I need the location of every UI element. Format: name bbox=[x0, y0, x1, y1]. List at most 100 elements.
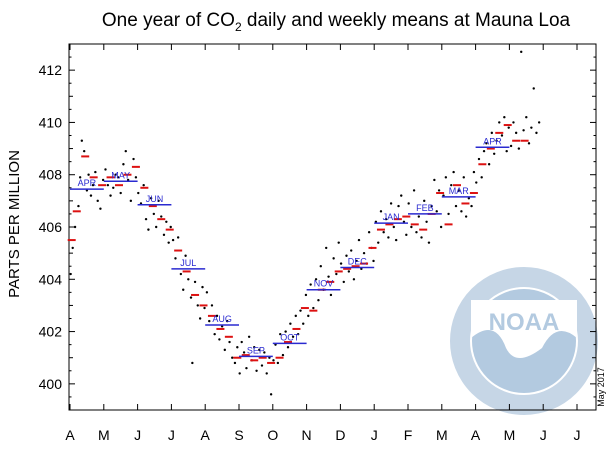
daily-point bbox=[492, 152, 496, 155]
daily-point bbox=[286, 346, 290, 349]
daily-point bbox=[104, 168, 107, 171]
daily-point bbox=[124, 149, 127, 153]
daily-point bbox=[184, 254, 187, 257]
daily-point bbox=[114, 173, 117, 176]
daily-point bbox=[525, 116, 528, 119]
daily-point bbox=[276, 361, 280, 365]
daily-point bbox=[294, 314, 297, 318]
daily-point bbox=[520, 50, 523, 54]
daily-point bbox=[372, 259, 375, 263]
daily-point bbox=[137, 191, 140, 195]
chart-title: One year of CO2 daily and weekly means a… bbox=[102, 10, 571, 34]
daily-point bbox=[355, 259, 358, 263]
daily-point bbox=[500, 134, 504, 137]
daily-point bbox=[112, 186, 115, 189]
daily-point bbox=[182, 288, 185, 291]
daily-point bbox=[218, 338, 221, 341]
daily-point bbox=[527, 142, 531, 145]
daily-point bbox=[379, 210, 383, 213]
daily-point bbox=[225, 319, 229, 323]
daily-point bbox=[179, 272, 183, 276]
x-tick-label: A bbox=[471, 427, 481, 443]
daily-point bbox=[82, 149, 86, 153]
x-tick-label: M bbox=[98, 427, 110, 443]
weekly-series bbox=[67, 124, 529, 364]
monthly-label: APR bbox=[483, 136, 502, 146]
x-tick-label: J bbox=[168, 427, 175, 443]
daily-point bbox=[498, 121, 501, 124]
daily-point bbox=[299, 309, 302, 312]
daily-point bbox=[167, 241, 170, 244]
daily-point bbox=[157, 199, 160, 203]
daily-point bbox=[512, 121, 515, 124]
daily-point bbox=[99, 207, 102, 210]
daily-point bbox=[94, 170, 97, 174]
daily-point bbox=[255, 369, 258, 372]
daily-point bbox=[335, 272, 338, 276]
daily-point bbox=[134, 176, 138, 179]
monthly-label: MAR bbox=[449, 186, 470, 196]
daily-point bbox=[405, 233, 408, 237]
daily-point bbox=[480, 176, 483, 179]
daily-point bbox=[332, 257, 335, 260]
daily-point bbox=[160, 215, 163, 218]
daily-point bbox=[530, 126, 533, 129]
daily-point bbox=[389, 202, 393, 205]
daily-point bbox=[89, 194, 93, 197]
daily-point bbox=[412, 189, 416, 192]
logo-text: NOAA bbox=[489, 309, 560, 336]
daily-point bbox=[490, 131, 494, 135]
daily-point bbox=[435, 210, 438, 213]
daily-point bbox=[171, 238, 175, 242]
daily-point bbox=[152, 212, 156, 216]
daily-point bbox=[522, 129, 525, 132]
x-tick-label: D bbox=[335, 427, 345, 443]
daily-point bbox=[345, 254, 348, 257]
daily-point bbox=[296, 332, 300, 336]
daily-point bbox=[106, 183, 110, 187]
daily-point bbox=[437, 189, 441, 192]
daily-point bbox=[532, 87, 535, 90]
daily-point bbox=[462, 176, 465, 179]
daily-point bbox=[339, 262, 343, 265]
daily-point bbox=[228, 340, 231, 344]
monthly-label: JAN bbox=[383, 212, 400, 222]
daily-point bbox=[482, 149, 486, 153]
daily-point bbox=[269, 393, 273, 396]
daily-point bbox=[447, 212, 450, 216]
daily-point bbox=[91, 183, 95, 187]
monthly-series: APR MAY JUN JUL AUG SEP OCT NOV DEC JAN FEB MAR APR bbox=[70, 136, 510, 358]
daily-point bbox=[272, 359, 275, 362]
daily-point bbox=[460, 210, 463, 213]
daily-point bbox=[260, 364, 264, 367]
daily-point bbox=[342, 280, 345, 284]
daily-point bbox=[454, 204, 458, 208]
daily-point bbox=[439, 225, 443, 229]
daily-point bbox=[162, 233, 166, 237]
monthly-label: JUL bbox=[180, 258, 196, 268]
x-tick-label: J bbox=[371, 427, 378, 443]
daily-point bbox=[281, 353, 285, 357]
y-axis: 400 402 404 406 408 410 412 bbox=[39, 43, 596, 411]
daily-point bbox=[233, 361, 237, 365]
daily-point bbox=[472, 170, 476, 174]
daily-point bbox=[201, 285, 204, 289]
daily-point bbox=[425, 220, 428, 223]
daily-point bbox=[231, 356, 234, 359]
daily-point bbox=[327, 275, 330, 278]
daily-point bbox=[457, 189, 460, 192]
daily-point bbox=[362, 251, 366, 255]
daily-point bbox=[397, 204, 400, 208]
daily-point bbox=[236, 346, 239, 349]
daily-point bbox=[314, 278, 318, 281]
y-tick-label: 412 bbox=[39, 62, 63, 78]
y-axis-label: PARTS PER MILLION bbox=[6, 150, 23, 298]
daily-point bbox=[223, 348, 227, 352]
daily-point bbox=[87, 173, 90, 176]
daily-point bbox=[208, 319, 211, 323]
daily-point bbox=[196, 304, 199, 307]
logo-bird bbox=[471, 300, 577, 358]
daily-point bbox=[245, 366, 248, 370]
daily-point bbox=[253, 346, 256, 349]
